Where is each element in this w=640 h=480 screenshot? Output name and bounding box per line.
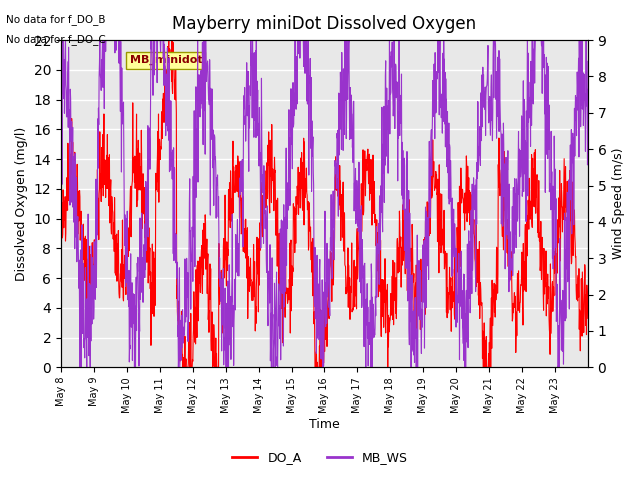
Title: Mayberry miniDot Dissolved Oxygen: Mayberry miniDot Dissolved Oxygen	[172, 15, 477, 33]
Y-axis label: Dissolved Oxygen (mg/l): Dissolved Oxygen (mg/l)	[15, 127, 28, 281]
Text: MB_minidot: MB_minidot	[129, 55, 202, 65]
X-axis label: Time: Time	[309, 419, 340, 432]
Y-axis label: Wind Speed (m/s): Wind Speed (m/s)	[612, 148, 625, 259]
Text: No data for f_DO_B: No data for f_DO_B	[6, 14, 106, 25]
Legend: DO_A, MB_WS: DO_A, MB_WS	[227, 446, 413, 469]
Text: No data for f_DO_C: No data for f_DO_C	[6, 34, 106, 45]
